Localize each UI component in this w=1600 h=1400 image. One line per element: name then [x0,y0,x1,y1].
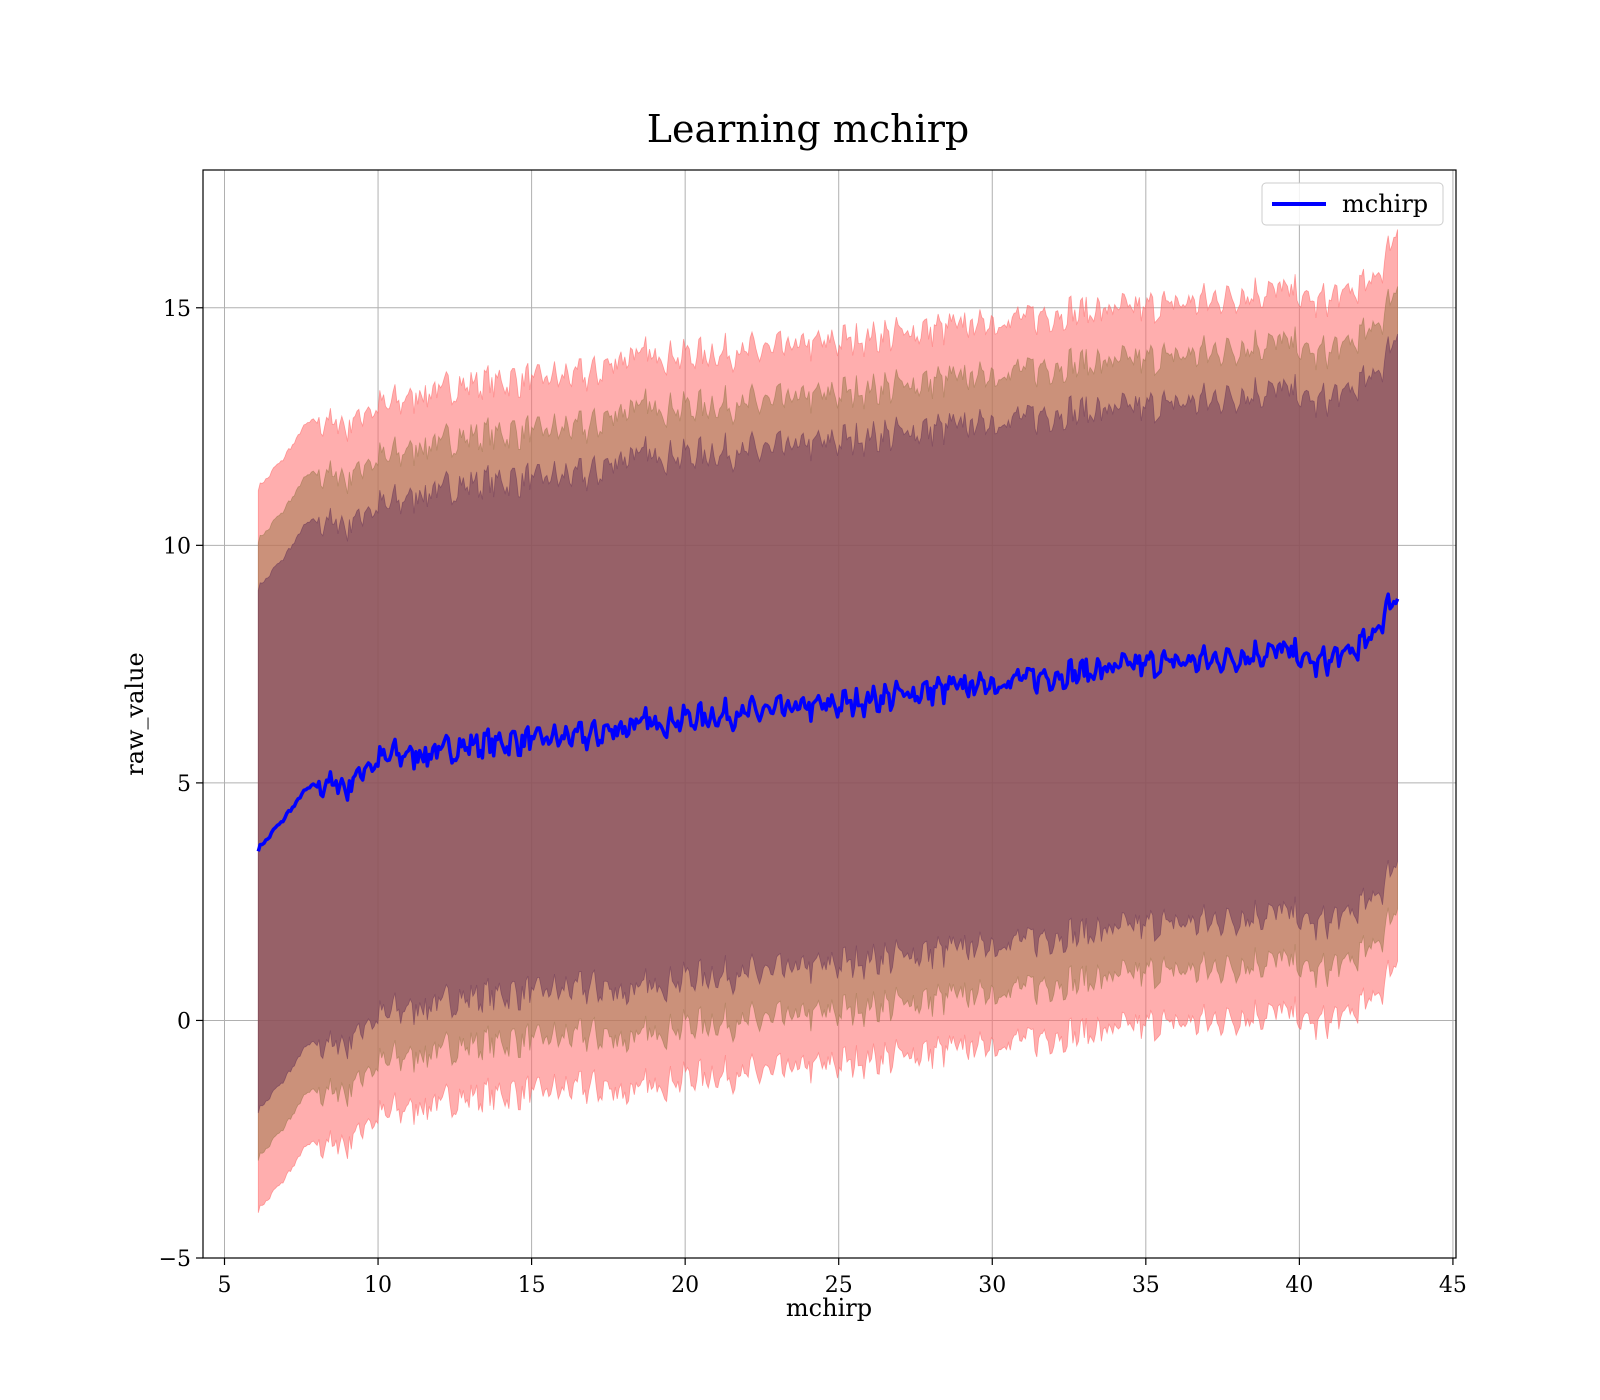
y-tick-label-4: 15 [163,297,191,322]
x-tick-label-2: 15 [518,1273,546,1298]
confidence-bands [257,229,1398,1213]
x-tick-label-4: 25 [825,1273,853,1298]
y-tick-label-1: 0 [177,1009,191,1034]
series-line-0 [256,592,1400,852]
x-tick-label-7: 40 [1285,1273,1313,1298]
legend-box [1261,182,1444,226]
x-tick-label-6: 35 [1132,1273,1160,1298]
y-tick-label-2: 5 [177,772,191,797]
x-tick-label-5: 30 [978,1273,1006,1298]
x-tick-label-1: 10 [364,1273,392,1298]
y-tick-label-3: 10 [163,534,191,559]
x-tick-label-3: 20 [671,1273,699,1298]
x-axis-ticks: 5 10 15 20 25 30 35 40 45 [217,1258,1467,1298]
x-tick-label-8: 45 [1439,1273,1467,1298]
y-axis-ticks: −5 0 5 10 15 [159,297,203,1272]
chart-title: Learning mchirp [647,107,969,151]
legend-label-mchirp: mchirp [1342,190,1428,218]
x-axis-label: mchirp [786,1294,872,1322]
y-tick-label-0: −5 [159,1247,191,1272]
x-tick-label-0: 5 [217,1273,231,1298]
plot-area-frame [202,169,1457,1259]
legend: mchirp [1261,182,1444,226]
band-1sigma [257,333,1398,1114]
y-axis-label: raw_value [121,652,149,776]
series-lines [256,592,1400,852]
